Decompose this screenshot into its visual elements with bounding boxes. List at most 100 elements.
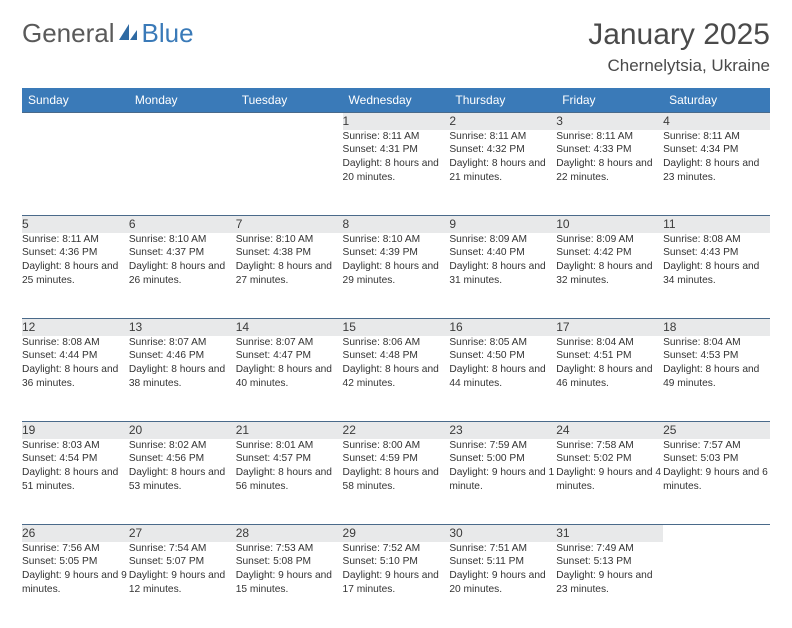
daylight-text: Daylight: 8 hours and 26 minutes. <box>129 260 236 288</box>
day-cell: Sunrise: 8:08 AMSunset: 4:44 PMDaylight:… <box>22 336 129 422</box>
sunset-text: Sunset: 4:57 PM <box>236 452 343 466</box>
weekday-header: Sunday <box>22 88 129 113</box>
day-number: 6 <box>129 216 236 233</box>
day-cell: Sunrise: 8:11 AMSunset: 4:34 PMDaylight:… <box>663 130 770 216</box>
sunrise-text: Sunrise: 7:59 AM <box>449 439 556 453</box>
sunrise-text: Sunrise: 8:09 AM <box>449 233 556 247</box>
daylight-text: Daylight: 8 hours and 29 minutes. <box>343 260 450 288</box>
sunrise-text: Sunrise: 8:08 AM <box>22 336 129 350</box>
empty-day-cell <box>236 130 343 216</box>
sunrise-text: Sunrise: 7:54 AM <box>129 542 236 556</box>
day-number: 12 <box>22 319 129 336</box>
weekday-header: Wednesday <box>343 88 450 113</box>
day-content-row: Sunrise: 7:56 AMSunset: 5:05 PMDaylight:… <box>22 542 770 628</box>
sunrise-text: Sunrise: 8:10 AM <box>129 233 236 247</box>
sunset-text: Sunset: 4:33 PM <box>556 143 663 157</box>
day-number: 26 <box>22 525 129 542</box>
sunset-text: Sunset: 4:59 PM <box>343 452 450 466</box>
day-number: 23 <box>449 422 556 439</box>
day-cell: Sunrise: 7:53 AMSunset: 5:08 PMDaylight:… <box>236 542 343 628</box>
day-number: 1 <box>343 113 450 130</box>
sunrise-text: Sunrise: 8:07 AM <box>129 336 236 350</box>
sunrise-text: Sunrise: 8:04 AM <box>556 336 663 350</box>
daylight-text: Daylight: 8 hours and 51 minutes. <box>22 466 129 494</box>
sunrise-text: Sunrise: 8:06 AM <box>343 336 450 350</box>
sunset-text: Sunset: 4:39 PM <box>343 246 450 260</box>
sunrise-text: Sunrise: 8:11 AM <box>22 233 129 247</box>
day-cell: Sunrise: 8:00 AMSunset: 4:59 PMDaylight:… <box>343 439 450 525</box>
day-cell: Sunrise: 7:49 AMSunset: 5:13 PMDaylight:… <box>556 542 663 628</box>
day-cell: Sunrise: 8:09 AMSunset: 4:40 PMDaylight:… <box>449 233 556 319</box>
day-number: 10 <box>556 216 663 233</box>
day-number: 3 <box>556 113 663 130</box>
daylight-text: Daylight: 8 hours and 46 minutes. <box>556 363 663 391</box>
empty-day-cell <box>22 130 129 216</box>
sail-icon <box>117 22 139 42</box>
sunrise-text: Sunrise: 8:11 AM <box>663 130 770 144</box>
day-cell: Sunrise: 8:11 AMSunset: 4:31 PMDaylight:… <box>343 130 450 216</box>
daylight-text: Daylight: 9 hours and 12 minutes. <box>129 569 236 597</box>
daylight-text: Daylight: 8 hours and 58 minutes. <box>343 466 450 494</box>
sunrise-text: Sunrise: 7:56 AM <box>22 542 129 556</box>
sunrise-text: Sunrise: 8:00 AM <box>343 439 450 453</box>
daylight-text: Daylight: 8 hours and 22 minutes. <box>556 157 663 185</box>
day-content-row: Sunrise: 8:11 AMSunset: 4:31 PMDaylight:… <box>22 130 770 216</box>
day-number: 27 <box>129 525 236 542</box>
sunrise-text: Sunrise: 8:08 AM <box>663 233 770 247</box>
day-cell: Sunrise: 7:52 AMSunset: 5:10 PMDaylight:… <box>343 542 450 628</box>
day-cell: Sunrise: 8:10 AMSunset: 4:38 PMDaylight:… <box>236 233 343 319</box>
sunset-text: Sunset: 4:53 PM <box>663 349 770 363</box>
month-title: January 2025 <box>588 18 770 52</box>
empty-day-number <box>129 113 236 130</box>
weekday-header: Thursday <box>449 88 556 113</box>
calendar-page: General Blue January 2025 Chernelytsia, … <box>0 0 792 612</box>
day-number: 31 <box>556 525 663 542</box>
sunrise-text: Sunrise: 8:03 AM <box>22 439 129 453</box>
daylight-text: Daylight: 9 hours and 17 minutes. <box>343 569 450 597</box>
sunrise-text: Sunrise: 8:10 AM <box>343 233 450 247</box>
sunset-text: Sunset: 4:56 PM <box>129 452 236 466</box>
sunset-text: Sunset: 4:40 PM <box>449 246 556 260</box>
brand-part2: Blue <box>142 18 194 49</box>
sunset-text: Sunset: 4:37 PM <box>129 246 236 260</box>
day-cell: Sunrise: 8:03 AMSunset: 4:54 PMDaylight:… <box>22 439 129 525</box>
day-number: 28 <box>236 525 343 542</box>
daylight-text: Daylight: 8 hours and 40 minutes. <box>236 363 343 391</box>
day-cell: Sunrise: 7:54 AMSunset: 5:07 PMDaylight:… <box>129 542 236 628</box>
sunset-text: Sunset: 5:13 PM <box>556 555 663 569</box>
day-cell: Sunrise: 8:08 AMSunset: 4:43 PMDaylight:… <box>663 233 770 319</box>
sunrise-text: Sunrise: 8:05 AM <box>449 336 556 350</box>
sunset-text: Sunset: 5:00 PM <box>449 452 556 466</box>
daylight-text: Daylight: 8 hours and 20 minutes. <box>343 157 450 185</box>
day-cell: Sunrise: 8:10 AMSunset: 4:39 PMDaylight:… <box>343 233 450 319</box>
day-number: 9 <box>449 216 556 233</box>
sunset-text: Sunset: 4:44 PM <box>22 349 129 363</box>
sunrise-text: Sunrise: 7:58 AM <box>556 439 663 453</box>
weekday-header: Monday <box>129 88 236 113</box>
sunset-text: Sunset: 5:08 PM <box>236 555 343 569</box>
brand-logo: General Blue <box>22 18 194 49</box>
sunset-text: Sunset: 4:31 PM <box>343 143 450 157</box>
sunset-text: Sunset: 5:02 PM <box>556 452 663 466</box>
day-cell: Sunrise: 8:07 AMSunset: 4:47 PMDaylight:… <box>236 336 343 422</box>
weekday-header: Saturday <box>663 88 770 113</box>
day-cell: Sunrise: 8:02 AMSunset: 4:56 PMDaylight:… <box>129 439 236 525</box>
day-number: 13 <box>129 319 236 336</box>
day-number: 20 <box>129 422 236 439</box>
sunset-text: Sunset: 4:51 PM <box>556 349 663 363</box>
daylight-text: Daylight: 9 hours and 6 minutes. <box>663 466 770 494</box>
day-number-row: 12131415161718 <box>22 319 770 336</box>
sunrise-text: Sunrise: 8:10 AM <box>236 233 343 247</box>
weekday-header: Friday <box>556 88 663 113</box>
day-number: 5 <box>22 216 129 233</box>
location-text: Chernelytsia, Ukraine <box>588 56 770 76</box>
sunrise-text: Sunrise: 8:11 AM <box>556 130 663 144</box>
day-number: 2 <box>449 113 556 130</box>
day-cell: Sunrise: 8:04 AMSunset: 4:51 PMDaylight:… <box>556 336 663 422</box>
day-number: 21 <box>236 422 343 439</box>
sunrise-text: Sunrise: 8:09 AM <box>556 233 663 247</box>
empty-day-number <box>236 113 343 130</box>
daylight-text: Daylight: 9 hours and 15 minutes. <box>236 569 343 597</box>
day-number-row: 567891011 <box>22 216 770 233</box>
day-number: 25 <box>663 422 770 439</box>
